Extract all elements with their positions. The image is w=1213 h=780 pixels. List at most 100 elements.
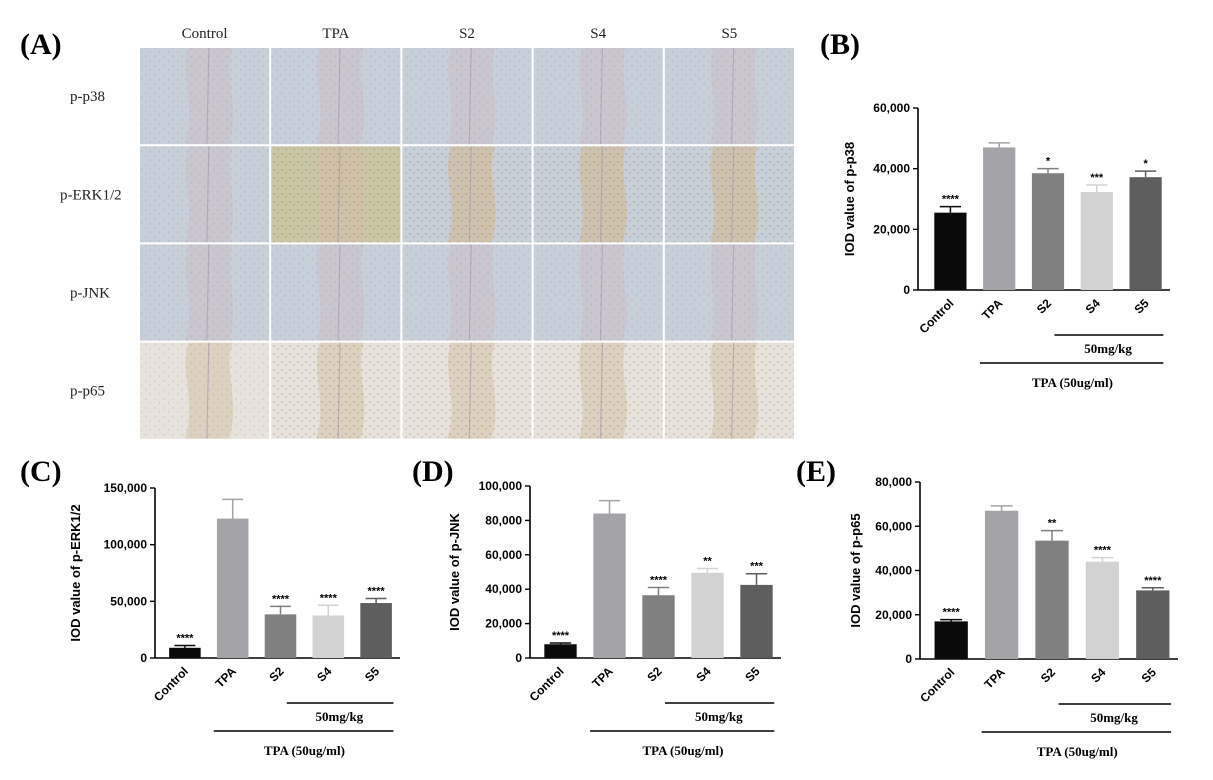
y-tick-label: 150,000 — [104, 481, 148, 495]
bar-control — [169, 647, 201, 658]
group-label: TPA (50ug/ml) — [642, 743, 723, 758]
significance-label: **** — [1144, 575, 1162, 587]
panel-letter-b: (B) — [820, 28, 860, 61]
bar-tpa — [984, 510, 1019, 659]
micrograph-column-label: TPA — [322, 26, 349, 42]
bar-control — [544, 644, 577, 658]
category-label: TPA — [213, 664, 239, 690]
bar-s5 — [1136, 590, 1170, 659]
micrograph-column-label: S2 — [459, 26, 475, 42]
significance-label: *** — [1090, 172, 1104, 184]
category-label: Control — [916, 296, 956, 336]
y-tick-label: 100,000 — [479, 479, 523, 493]
dose-label: 50mg/kg — [1084, 341, 1132, 356]
micrograph-tile — [401, 243, 533, 342]
category-label: S2 — [1034, 296, 1055, 317]
y-tick-label: 0 — [903, 283, 910, 297]
chart-c: IOD value of p-ERK1/2 0 50,000 100,000 150,0… — [68, 481, 400, 758]
bar-control — [934, 212, 967, 290]
micrograph-row-label: p-ERK1/2 — [60, 187, 122, 203]
category-label: Control — [527, 664, 567, 704]
y-tick-label: 60,000 — [485, 548, 522, 562]
y-tick-label: 40,000 — [873, 162, 910, 176]
significance-label: **** — [552, 630, 570, 642]
dose-label: 50mg/kg — [316, 709, 364, 724]
micrograph-tile — [270, 341, 402, 440]
y-axis-label: IOD value of p-ERK1/2 — [68, 504, 83, 641]
micrograph-tile — [401, 341, 533, 440]
bar-s4 — [1085, 561, 1120, 659]
bar-s5 — [740, 584, 773, 658]
y-tick-label: 20,000 — [873, 222, 910, 236]
significance-label: **** — [176, 633, 194, 645]
bar-s4 — [1080, 192, 1113, 290]
micrograph-tile — [532, 243, 664, 342]
y-axis-label: IOD value of p-p38 — [842, 142, 857, 256]
chart-b: IOD value of p-p38020,00040,00060,000***… — [842, 101, 1170, 390]
micrograph-tile — [270, 46, 402, 146]
significance-label: * — [1046, 156, 1051, 168]
category-label: S5 — [1131, 296, 1152, 317]
category-label: TPA — [589, 664, 615, 690]
bar-s2 — [1035, 540, 1069, 659]
dose-label: 50mg/kg — [1090, 710, 1138, 725]
category-label: S2 — [644, 664, 665, 685]
significance-label: * — [1143, 158, 1148, 170]
bar-s5 — [360, 603, 392, 658]
panel-letter-d: (D) — [412, 455, 454, 488]
y-tick-label: 0 — [140, 651, 147, 665]
y-tick-label: 0 — [905, 652, 912, 666]
category-label: S2 — [266, 664, 287, 685]
category-label: S4 — [314, 664, 335, 685]
category-label: S4 — [1083, 296, 1104, 317]
y-tick-label: 60,000 — [875, 519, 912, 533]
category-label: TPA — [981, 665, 1007, 691]
significance-label: **** — [942, 194, 960, 206]
category-label: S5 — [362, 664, 383, 685]
micrograph-tile — [401, 145, 533, 244]
category-label: S4 — [1088, 665, 1109, 686]
significance-label: **** — [1094, 545, 1112, 557]
category-label: Control — [917, 665, 957, 705]
significance-label: ** — [703, 556, 712, 568]
bar-tpa — [983, 147, 1016, 290]
significance-label: **** — [272, 593, 290, 605]
y-axis-label: IOD value of p-JNK — [447, 513, 462, 631]
y-tick-label: 50,000 — [110, 594, 147, 608]
micrograph-grid: Control TPA S2 S4 S5 p-p38 p-ERK1/2 p-JNK p-p65 — [60, 26, 796, 441]
micrograph-tile — [663, 46, 795, 146]
bar-control — [934, 621, 968, 659]
micrograph-tile — [401, 46, 533, 146]
chart-d: IOD value of p-JNK 0 20,000 40,000 60,000 80,… — [447, 479, 781, 758]
y-tick-label: 40,000 — [485, 582, 522, 596]
bar-s2 — [642, 595, 675, 658]
bar-tpa — [593, 513, 626, 658]
category-label: Control — [151, 664, 191, 704]
micrograph-row-label: p-p38 — [70, 89, 105, 105]
micrograph-tile — [663, 243, 795, 342]
group-label: TPA (50ug/ml) — [264, 743, 345, 758]
bar-s2 — [1031, 173, 1065, 290]
significance-label: **** — [650, 574, 668, 586]
y-tick-label: 100,000 — [104, 538, 148, 552]
panel-letter-e: (E) — [796, 455, 836, 488]
micrograph-tile — [139, 243, 271, 342]
micrograph-tile — [270, 145, 402, 244]
chart-e: IOD value of p-p65 0 20,000 40,000 60,000 80,… — [848, 475, 1178, 759]
category-label: S4 — [693, 664, 714, 685]
micrograph-row-label: p-p65 — [70, 384, 105, 400]
group-label: TPA (50ug/ml) — [1032, 375, 1113, 390]
panel-letter-c: (C) — [20, 455, 62, 488]
group-label: TPA (50ug/ml) — [1037, 744, 1118, 759]
bar-s4 — [691, 572, 724, 658]
y-tick-label: 20,000 — [485, 617, 522, 631]
significance-label: *** — [750, 561, 764, 573]
micrograph-column-label: S4 — [590, 26, 606, 42]
micrograph-row-label: p-JNK — [70, 286, 110, 302]
bar-tpa — [216, 518, 249, 658]
panel-letter-a: (A) — [20, 28, 62, 61]
micrograph-tile — [532, 46, 664, 146]
micrograph-tile — [532, 341, 664, 440]
bar-s5 — [1129, 177, 1162, 290]
significance-label: ** — [1048, 518, 1057, 530]
